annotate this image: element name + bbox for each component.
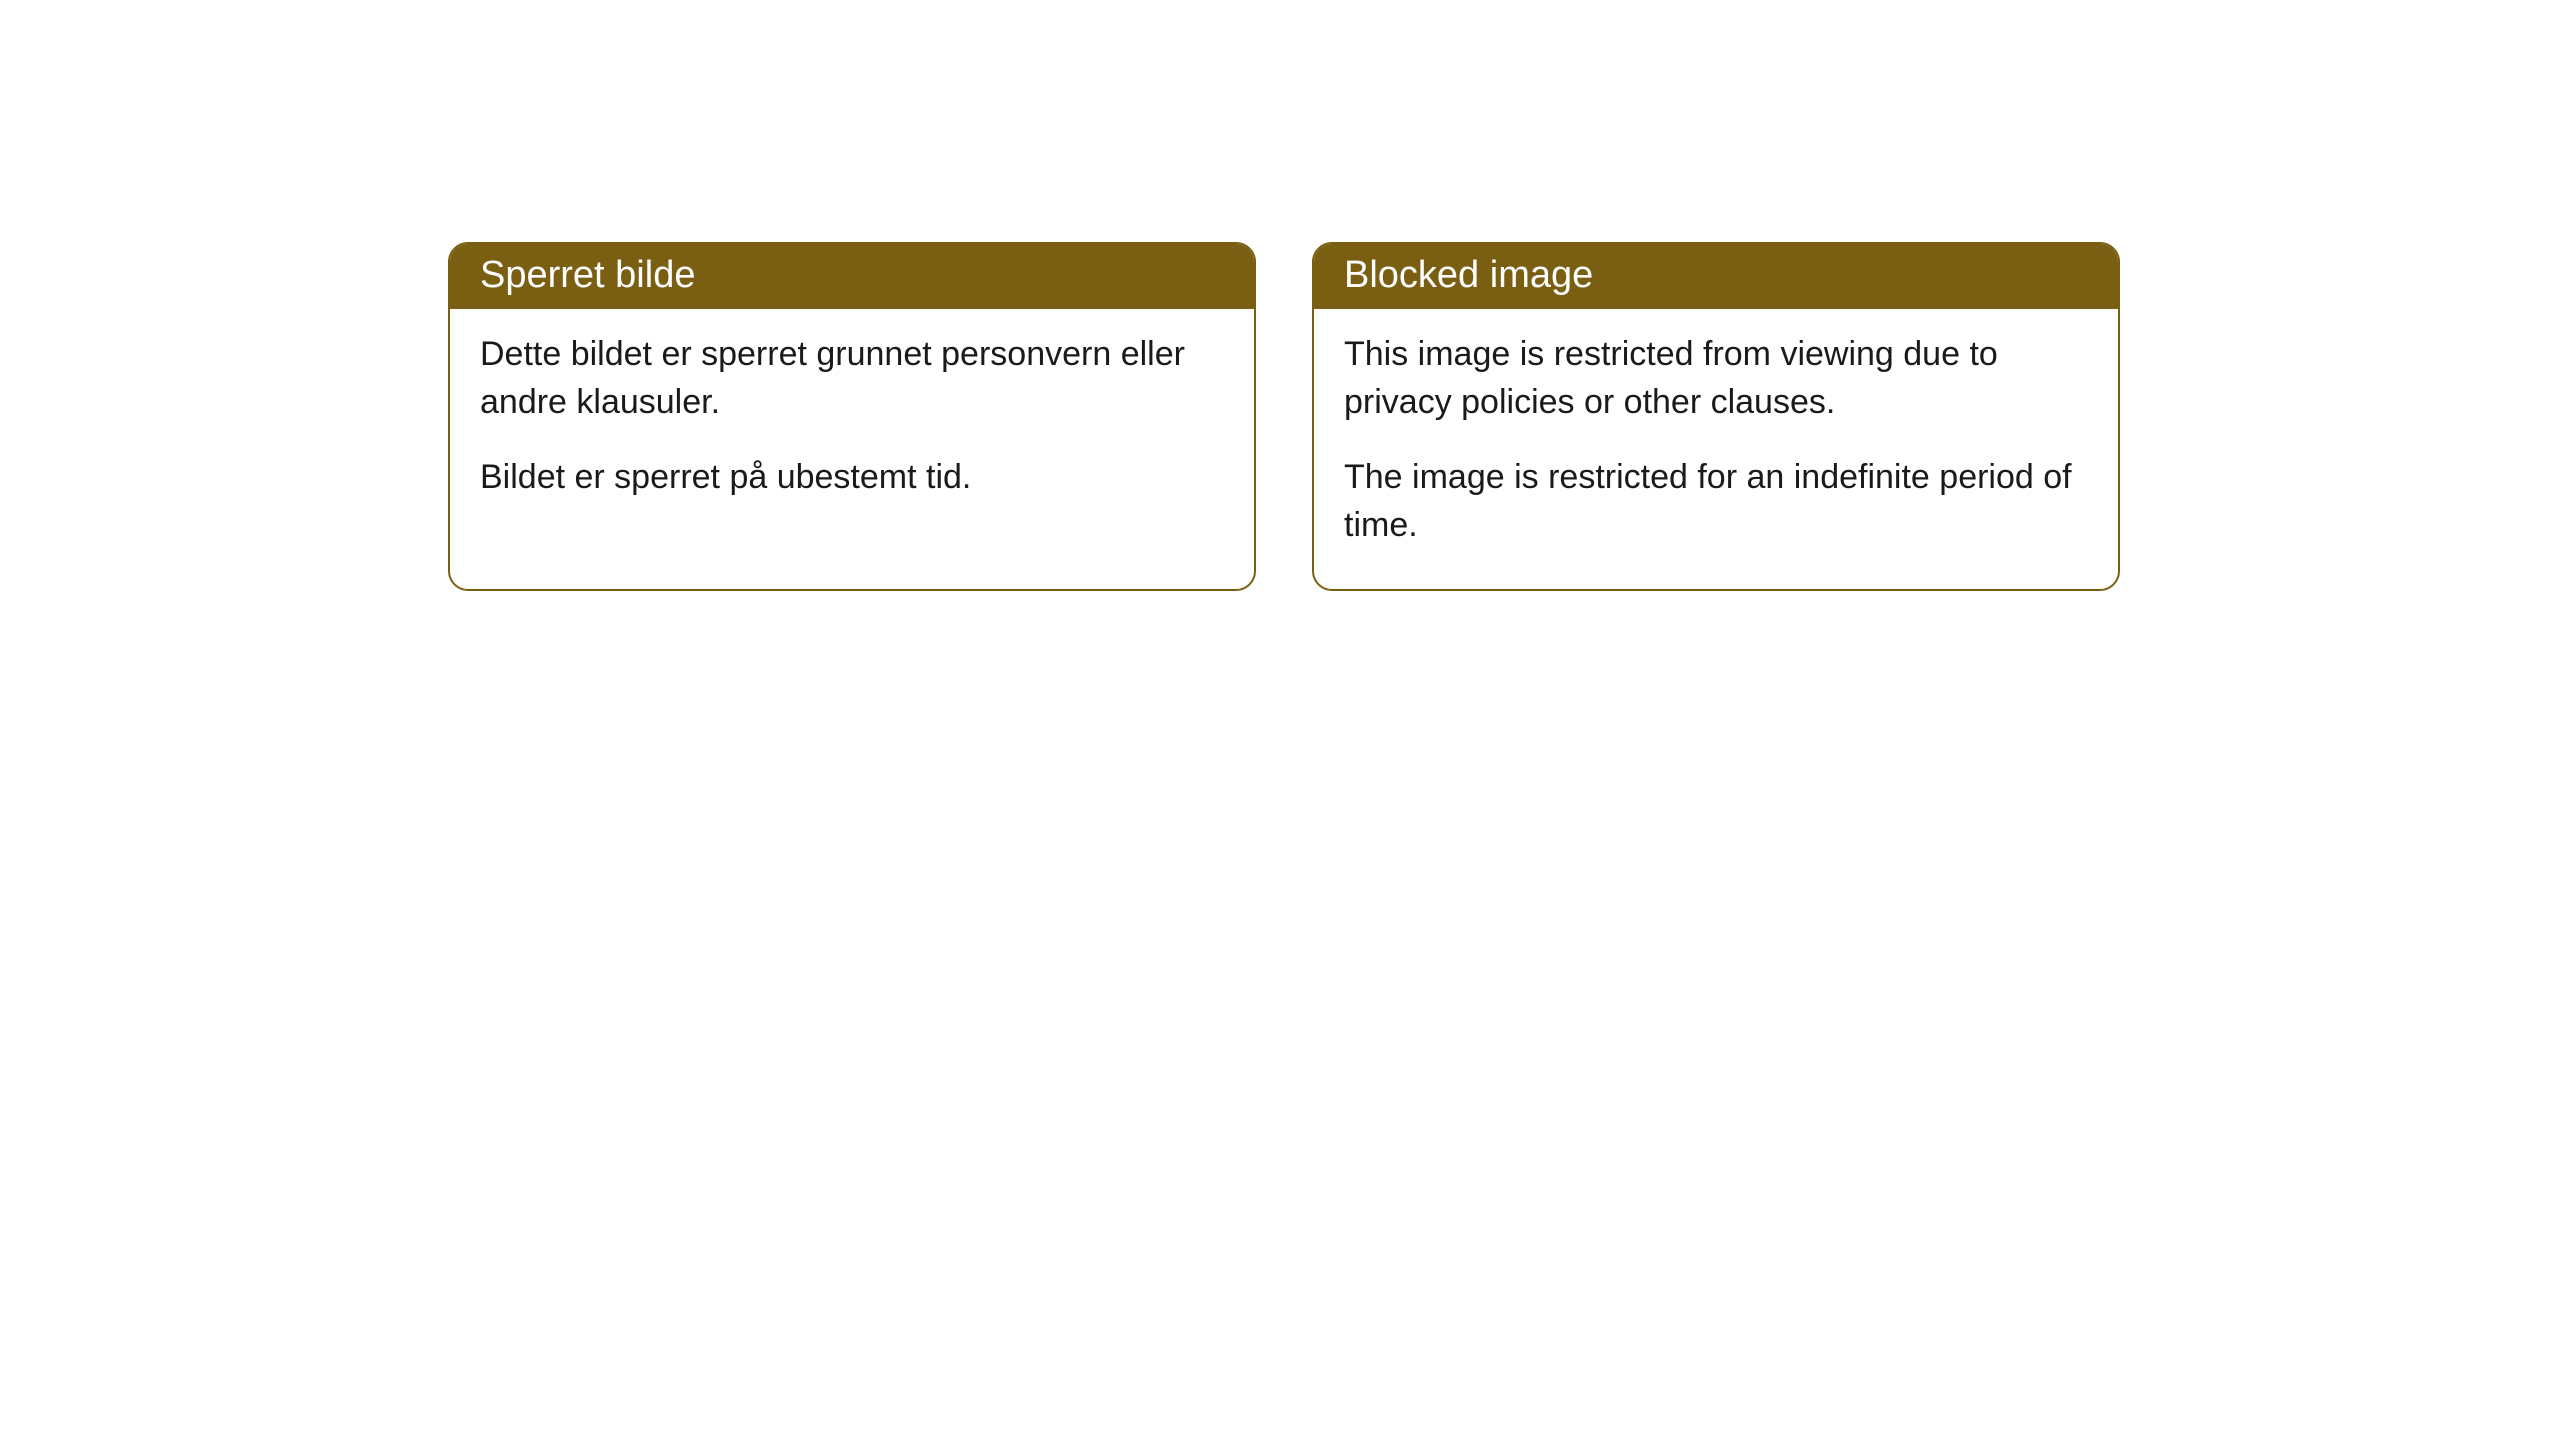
card-header-english: Blocked image (1314, 244, 2118, 309)
notice-card-norwegian: Sperret bilde Dette bildet er sperret gr… (448, 242, 1256, 591)
card-paragraph: Dette bildet er sperret grunnet personve… (480, 331, 1224, 426)
notice-cards-container: Sperret bilde Dette bildet er sperret gr… (448, 242, 2120, 591)
notice-card-english: Blocked image This image is restricted f… (1312, 242, 2120, 591)
card-body-english: This image is restricted from viewing du… (1314, 309, 2118, 589)
card-body-norwegian: Dette bildet er sperret grunnet personve… (450, 309, 1254, 542)
card-paragraph: Bildet er sperret på ubestemt tid. (480, 454, 1224, 502)
card-paragraph: The image is restricted for an indefinit… (1344, 454, 2088, 549)
card-paragraph: This image is restricted from viewing du… (1344, 331, 2088, 426)
card-header-norwegian: Sperret bilde (450, 244, 1254, 309)
